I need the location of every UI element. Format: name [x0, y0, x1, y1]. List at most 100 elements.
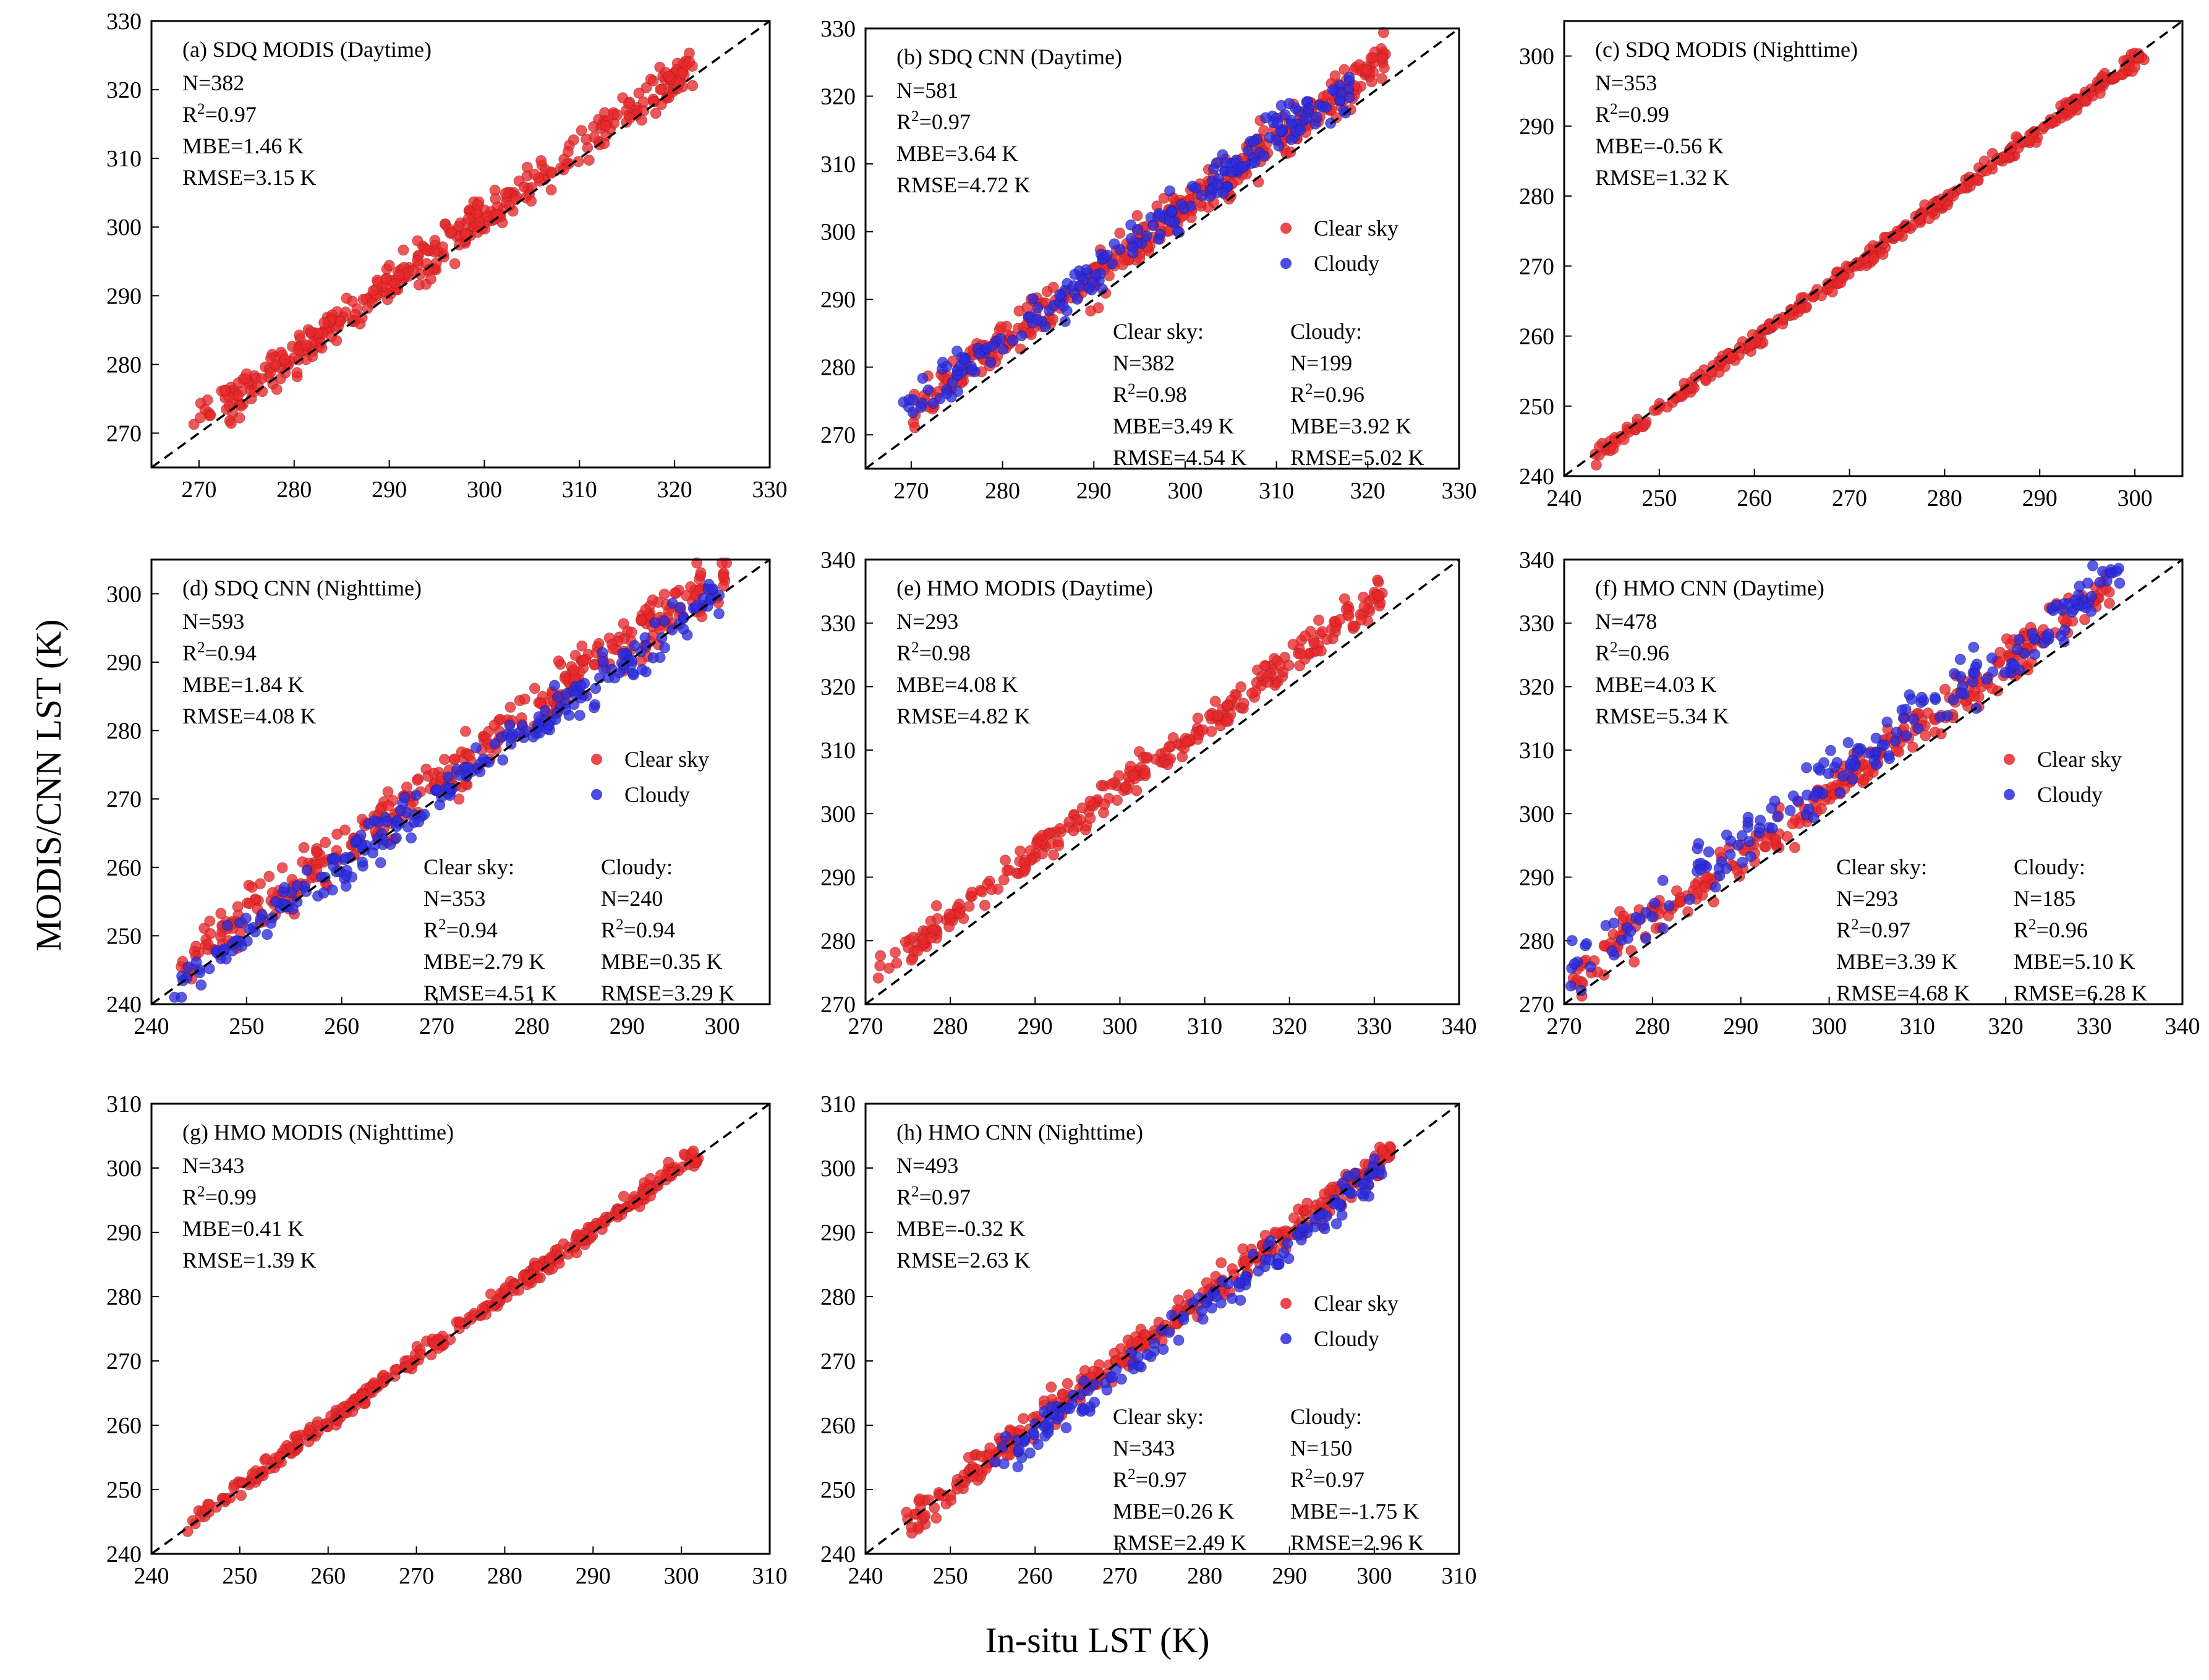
data-point-cloudy	[281, 899, 292, 911]
group-stat: MBE=-1.75 K	[1290, 1499, 1419, 1524]
data-point-clear	[275, 373, 286, 385]
data-point-clear	[332, 1415, 344, 1426]
data-point-clear	[215, 908, 227, 919]
data-point-clear	[600, 120, 611, 131]
data-point-clear	[1929, 727, 1941, 738]
x-tick-label: 310	[752, 1563, 788, 1589]
group-stat: N=382	[1113, 351, 1175, 375]
x-tick-label: 240	[134, 1013, 169, 1039]
data-point-clear	[1119, 254, 1131, 266]
data-point-clear	[526, 195, 537, 207]
data-point-cloudy	[1812, 762, 1824, 774]
data-point-cloudy	[1831, 757, 1843, 769]
data-point-cloudy	[1187, 1297, 1199, 1309]
data-point-cloudy	[221, 919, 233, 931]
legend-marker-cloudy	[591, 789, 602, 800]
y-tick-label: 260	[106, 855, 142, 881]
data-point-clear	[366, 297, 378, 309]
data-point-clear	[322, 1421, 334, 1433]
data-point-clear	[919, 1509, 931, 1521]
y-tick-label: 290	[1519, 114, 1554, 140]
x-tick-label: 300	[2117, 485, 2153, 511]
data-point-clear	[1235, 681, 1247, 693]
data-point-cloudy	[1721, 829, 1732, 841]
data-point-clear	[1795, 302, 1807, 314]
panel-title: (a) SDQ MODIS (Daytime)	[182, 37, 432, 62]
data-point-clear	[1789, 842, 1800, 853]
data-point-cloudy	[1262, 1240, 1274, 1252]
y-tick-label: 340	[820, 547, 856, 573]
x-tick-label: 290	[372, 477, 407, 503]
y-tick-label: 320	[820, 84, 856, 110]
data-point-clear	[1287, 639, 1299, 650]
data-point-cloudy	[399, 791, 411, 803]
y-tick-label: 260	[820, 1413, 856, 1439]
data-point-cloudy	[1226, 1293, 1238, 1304]
data-point-clear	[581, 134, 592, 145]
data-point-cloudy	[1173, 1334, 1185, 1346]
data-point-clear	[1377, 53, 1389, 64]
data-point-cloudy	[270, 896, 281, 908]
data-point-clear	[1047, 281, 1059, 293]
data-point-cloudy	[1319, 1223, 1330, 1235]
group-stat: N=353	[423, 886, 485, 911]
group-stat: MBE=3.39 K	[1836, 949, 1957, 974]
y-tick-label: 320	[820, 674, 856, 700]
data-point-clear	[1113, 770, 1125, 782]
data-point-clear	[1180, 736, 1191, 748]
data-point-clear	[204, 915, 216, 927]
data-point-cloudy	[1273, 1258, 1285, 1269]
data-point-clear	[439, 754, 450, 765]
data-point-cloudy	[2012, 644, 2023, 655]
data-point-clear	[1215, 1257, 1227, 1269]
data-point-cloudy	[1000, 1431, 1011, 1443]
panel-stat: N=581	[896, 78, 958, 103]
data-point-clear	[912, 945, 924, 957]
y-tick-label: 320	[1519, 674, 1554, 700]
data-point-cloudy	[675, 602, 686, 613]
data-point-clear	[239, 373, 251, 385]
y-tick-label: 320	[106, 77, 142, 103]
data-point-clear	[1787, 818, 1798, 830]
data-point-cloudy	[1640, 932, 1652, 944]
data-point-clear	[412, 235, 423, 247]
data-point-clear	[340, 306, 352, 318]
data-point-cloudy	[1608, 918, 1620, 929]
data-point-cloudy	[190, 956, 202, 968]
data-point-clear	[1246, 688, 1258, 699]
data-point-cloudy	[1045, 1401, 1057, 1413]
data-point-cloudy	[381, 816, 393, 827]
x-tick-label: 290	[576, 1563, 611, 1589]
points-a	[188, 48, 699, 430]
data-point-cloudy	[1283, 98, 1295, 109]
data-point-cloudy	[1212, 179, 1224, 190]
data-point-cloudy	[1581, 938, 1593, 950]
data-point-cloudy	[1032, 1439, 1044, 1451]
data-point-cloudy	[1606, 945, 1618, 957]
data-point-clear	[663, 1156, 675, 1168]
x-tick-label: 280	[276, 477, 312, 503]
data-point-clear	[1851, 257, 1863, 268]
x-tick-label: 250	[933, 1563, 968, 1589]
data-point-clear	[1209, 696, 1221, 707]
panel-a: 270 270 280 280 290 290 300 300 310 310 320 320 330 3…	[106, 9, 788, 503]
data-point-cloudy	[1233, 1277, 1245, 1289]
group-stat: RMSE=5.02 K	[1290, 445, 1424, 470]
data-point-clear	[559, 672, 571, 684]
data-point-clear	[943, 921, 955, 932]
data-point-cloudy	[1253, 1265, 1264, 1277]
data-point-cloudy	[1565, 980, 1577, 992]
data-point-clear	[490, 1295, 502, 1307]
x-tick-label: 280	[1927, 485, 1962, 511]
y-tick-label: 280	[1519, 184, 1554, 210]
data-point-clear	[454, 1316, 466, 1328]
data-point-cloudy	[1141, 230, 1152, 242]
y-tick-label: 290	[1519, 865, 1554, 891]
data-point-cloudy	[377, 834, 389, 845]
data-point-cloudy	[367, 847, 379, 859]
one-to-one-line	[150, 558, 771, 1005]
data-point-clear	[293, 1438, 304, 1450]
y-tick-label: 290	[820, 287, 856, 313]
